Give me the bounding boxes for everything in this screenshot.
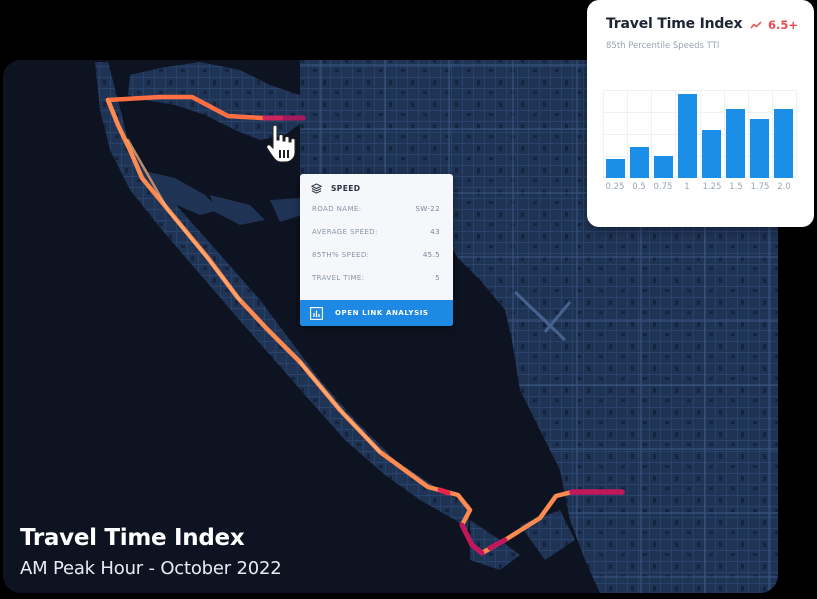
row-value: 43	[430, 228, 440, 236]
popup-title: SPEED	[331, 183, 361, 193]
tti-card-title: Travel Time Index	[606, 16, 743, 32]
row-label: AVERAGE SPEED:	[312, 228, 378, 236]
row-value: 45.5	[422, 251, 440, 259]
x-tick: 1.75	[750, 182, 770, 192]
row-label: 85TH% SPEED:	[312, 251, 370, 259]
tti-badge: 6.5+	[750, 18, 798, 32]
tti-card-subtitle: 85th Percentile Speeds TTI	[606, 41, 720, 51]
chart-bar	[606, 159, 625, 178]
row-value: 5	[435, 274, 440, 282]
map-title: Travel Time Index	[20, 525, 245, 551]
chart-bar	[726, 109, 745, 178]
chart-bar	[630, 147, 649, 178]
tti-chart-card: Travel Time Index 6.5+ 85th Percentile S…	[587, 0, 814, 227]
chart-x-axis: 0.25 0.5 0.75 1 1.25 1.5 1.75 2.0	[603, 182, 797, 194]
hand-pointer-icon	[266, 124, 296, 163]
row-label: TRAVEL TIME:	[312, 274, 365, 282]
x-tick: 0.25	[605, 182, 625, 192]
popup-header: SPEED	[311, 180, 360, 196]
chart-bar	[774, 109, 793, 178]
popup-row-travel-time: TRAVEL TIME: 5	[312, 274, 440, 282]
popup-row-road-name: ROAD NAME: SW-22	[312, 205, 440, 213]
x-tick: 0.5	[632, 182, 646, 192]
chart-bar	[678, 94, 697, 178]
chart-bar	[702, 130, 721, 178]
row-label: ROAD NAME:	[312, 205, 362, 213]
x-tick: 1.5	[729, 182, 743, 192]
x-tick: 1.25	[702, 182, 722, 192]
layers-icon	[311, 182, 322, 194]
chart-bar	[750, 119, 769, 178]
x-tick: 0.75	[653, 182, 673, 192]
popup-row-85th-speed: 85TH% SPEED: 45.5	[312, 251, 440, 259]
x-tick: 2.0	[777, 182, 791, 192]
row-value: SW-22	[415, 205, 440, 213]
bar-chart-icon	[310, 306, 323, 320]
badge-value: 6.5+	[767, 18, 798, 32]
map-subtitle: AM Peak Hour - October 2022	[20, 558, 282, 579]
popup-row-average-speed: AVERAGE SPEED: 43	[312, 228, 440, 236]
chart-bar	[654, 156, 673, 178]
button-label: OPEN LINK ANALYSIS	[335, 309, 429, 317]
open-link-analysis-button[interactable]: OPEN LINK ANALYSIS	[300, 300, 453, 326]
x-tick: 1	[684, 182, 690, 192]
speed-popup: SPEED ROAD NAME: SW-22 AVERAGE SPEED: 43…	[300, 174, 453, 326]
tti-bar-chart	[603, 90, 797, 178]
trend-up-icon	[750, 21, 762, 29]
